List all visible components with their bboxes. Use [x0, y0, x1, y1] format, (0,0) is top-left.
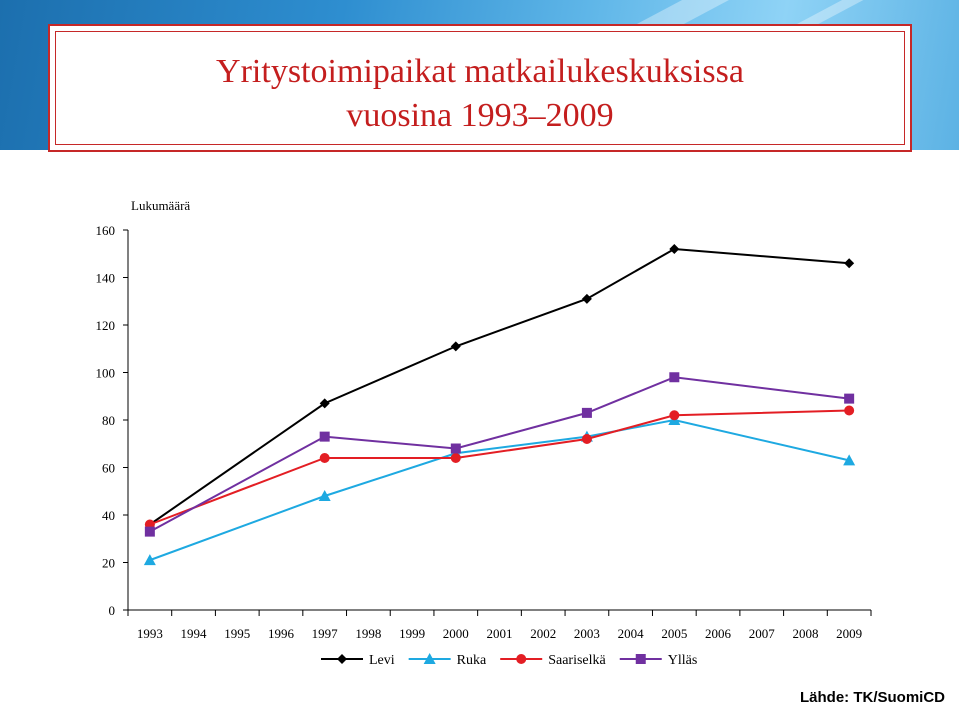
page-title: Yritystoimipaikat matkailukeskuksissa vu…	[50, 50, 910, 138]
series-line-yll-s	[149, 376, 850, 533]
y-tick-label: 60	[102, 461, 115, 476]
legend-marker-saariselk-	[516, 654, 527, 664]
legend-label-saariselk-: Saariselkä	[548, 653, 606, 668]
data-point-levi	[319, 398, 330, 409]
title-line-2: vuosina 1993–2009	[346, 97, 614, 134]
title-inner-border	[55, 31, 905, 145]
line-chart: 0 20 40 60 80 100 120 140 160 Lukumäärä 1993 1994 19…	[96, 198, 872, 668]
data-point-saariselk-	[450, 453, 461, 463]
y-axis-title: Lukumäärä	[131, 198, 190, 213]
data-point-levi	[581, 293, 592, 304]
x-tick-label: 1996	[268, 626, 295, 641]
y-tick-label: 20	[102, 556, 115, 571]
x-tick-label: 2009	[836, 626, 862, 641]
y-tick-label: 120	[96, 318, 116, 333]
legend-label-levi: Levi	[369, 653, 395, 668]
x-tick-label: 1998	[355, 626, 381, 641]
data-point-yll-s	[669, 372, 680, 383]
y-tick-label: 0	[109, 603, 116, 618]
x-tick-label: 1995	[224, 626, 250, 641]
x-tick-label: 1997	[312, 626, 339, 641]
x-tick-label: 2001	[487, 626, 513, 641]
series-line-ruka	[149, 418, 850, 562]
x-tick-label: 2008	[792, 626, 818, 641]
source-note: Lähde: TK/SuomiCD	[800, 689, 945, 706]
data-point-saariselk-	[319, 453, 330, 463]
x-tick-label: 2007	[749, 626, 776, 641]
legend-label-yll-s: Ylläs	[668, 653, 698, 668]
title-line-1: Yritystoimipaikat matkailukeskuksissa	[216, 53, 744, 90]
data-point-yll-s	[144, 526, 155, 537]
x-tick-label: 1994	[181, 626, 208, 641]
data-point-ruka	[318, 490, 331, 501]
data-point-saariselk-	[581, 434, 592, 444]
data-point-yll-s	[319, 431, 330, 442]
data-point-saariselk-	[844, 405, 855, 416]
data-point-levi	[450, 341, 461, 352]
x-tick-label: 2005	[661, 626, 687, 641]
x-tick-label: 2000	[443, 626, 469, 641]
y-tick-label: 140	[96, 271, 116, 286]
x-tick-label: 2006	[705, 626, 732, 641]
legend-label-ruka: Ruka	[457, 653, 487, 668]
data-point-yll-s	[450, 443, 461, 454]
data-point-levi	[669, 244, 680, 254]
legend-marker-levi	[337, 654, 347, 664]
data-point-levi	[844, 258, 855, 269]
title-box: Yritystoimipaikat matkailukeskuksissa vu…	[48, 24, 912, 152]
legend-marker-yll-s	[635, 654, 646, 664]
y-tick-label: 80	[102, 413, 115, 428]
x-tick-label: 2004	[618, 626, 645, 641]
series-line-saariselk-	[149, 409, 850, 526]
data-point-yll-s	[844, 393, 855, 404]
chart-area: 0 20 40 60 80 100 120 140 160 Lukumäärä 1993 1994 19…	[84, 163, 885, 683]
series-line-levi	[149, 247, 850, 526]
y-tick-label: 100	[96, 366, 116, 381]
x-tick-label: 2002	[530, 626, 556, 641]
data-point-saariselk-	[669, 410, 680, 421]
data-point-yll-s	[581, 407, 592, 418]
x-tick-label: 1993	[137, 626, 163, 641]
x-tick-label: 1999	[399, 626, 425, 641]
x-tick-label: 2003	[574, 626, 600, 641]
y-tick-label: 40	[102, 508, 115, 523]
legend-marker-ruka	[423, 653, 436, 664]
data-point-ruka	[143, 554, 156, 566]
y-tick-label: 160	[96, 223, 116, 238]
data-point-ruka	[843, 454, 856, 466]
